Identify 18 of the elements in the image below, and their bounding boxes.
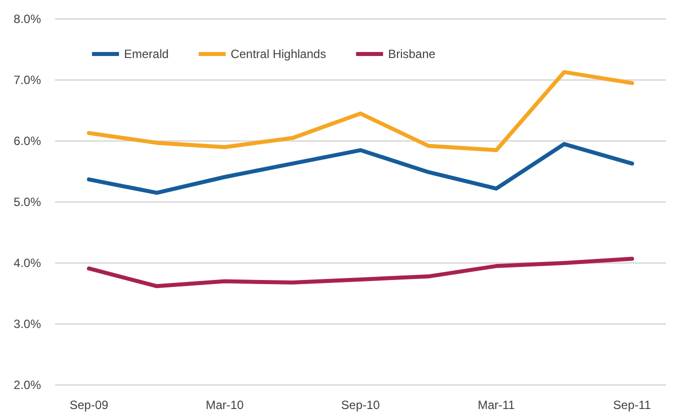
y-tick-label: 2.0% [14,378,42,392]
x-tick-label: Mar-11 [478,398,516,412]
y-tick-label: 4.0% [14,256,42,270]
legend-label: Central Highlands [230,47,326,61]
line-series [86,70,634,152]
y-tick-label: 8.0% [14,12,42,26]
x-tick-label: Sep-11 [613,398,652,412]
x-tick-label: Sep-10 [341,398,380,412]
legend-label: Emerald [124,47,169,61]
y-tick-label: 6.0% [14,134,42,148]
x-tick-label: Sep-09 [70,398,109,412]
legend-label: Brisbane [388,47,436,61]
x-tick-label: Mar-10 [206,398,244,412]
y-tick-label: 3.0% [14,317,42,331]
line-series [86,256,634,288]
y-tick-label: 7.0% [14,73,42,87]
y-tick-label: 5.0% [14,195,42,209]
line-series [86,142,634,195]
